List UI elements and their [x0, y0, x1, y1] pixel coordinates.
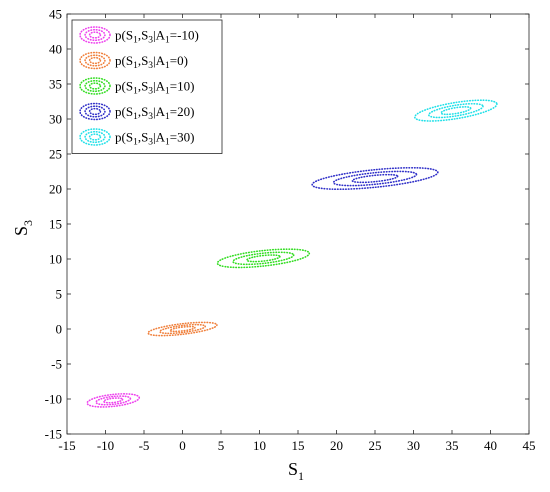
- contour-series-4: [413, 99, 498, 122]
- legend-swatch: [88, 56, 102, 65]
- legend-swatch: [84, 54, 106, 67]
- x-tick-label: 5: [218, 438, 225, 453]
- y-tick-label: -5: [51, 357, 62, 372]
- y-tick-label: 45: [49, 7, 62, 22]
- legend-swatch: [88, 82, 102, 90]
- contour-series-0: [86, 393, 141, 408]
- contour-ring: [86, 393, 141, 408]
- y-tick-label: 5: [56, 287, 63, 302]
- contour-ring: [103, 397, 124, 404]
- x-tick-label: 20: [330, 438, 343, 453]
- y-axis-ticks: -15 -10 -5 0 5 10 15 20 25 30 35 40 45: [45, 7, 529, 442]
- legend-entry: p(S1,S3|A1=30): [79, 128, 194, 148]
- contour-ring: [95, 395, 132, 406]
- legend-swatch: [79, 128, 111, 146]
- contour-ring: [246, 254, 281, 263]
- legend-swatch: [84, 130, 106, 144]
- y-tick-label: 35: [49, 77, 62, 92]
- x-tick-label: 30: [407, 438, 420, 453]
- legend-swatch: [84, 79, 106, 93]
- x-axis-label: S1: [288, 459, 304, 483]
- contour-ring: [158, 323, 207, 335]
- legend-swatch: [88, 107, 102, 116]
- y-tick-label: -10: [45, 392, 62, 407]
- contour-ring: [147, 321, 218, 337]
- legend-label: p(S1,S3|A1=-10): [115, 28, 199, 46]
- x-axis-ticks: -15 -10 -5 0 5 10 15 20 25 30 35 40 45: [58, 14, 536, 453]
- x-tick-label: -5: [139, 438, 150, 453]
- contour-ring: [232, 251, 295, 266]
- contour-series-1: [147, 321, 218, 337]
- x-tick-label: 40: [484, 438, 497, 453]
- legend-label: p(S1,S3|A1=20): [115, 104, 194, 122]
- x-tick-label: 25: [369, 438, 382, 453]
- legend-swatch: [79, 102, 111, 121]
- y-tick-label: -15: [45, 427, 62, 442]
- y-tick-label: 10: [49, 252, 62, 267]
- x-tick-label: 35: [446, 438, 459, 453]
- legend-swatch: [79, 77, 111, 95]
- contour-series-3: [311, 166, 439, 191]
- legend-swatch: [79, 51, 111, 70]
- contour-ring: [216, 248, 311, 269]
- contour-ring: [332, 170, 418, 187]
- y-tick-label: 30: [49, 112, 62, 127]
- legend-swatch: [88, 31, 102, 39]
- y-axis-label: S3: [11, 220, 35, 236]
- contour-ring: [440, 106, 472, 116]
- legend-entry: p(S1,S3|A1=10): [79, 77, 194, 97]
- contour-ring: [427, 102, 484, 119]
- contour-ring: [413, 99, 498, 122]
- y-tick-label: 15: [49, 217, 62, 232]
- contour-ring: [169, 325, 196, 333]
- x-tick-label: -10: [97, 438, 114, 453]
- x-tick-label: 0: [179, 438, 186, 453]
- x-tick-label: 15: [292, 438, 305, 453]
- x-tick-label: 10: [253, 438, 266, 453]
- contour-ring: [351, 173, 399, 184]
- contour-ring: [311, 166, 439, 191]
- legend-entry: p(S1,S3|A1=-10): [79, 26, 199, 46]
- legend: p(S1,S3|A1=-10) p(S1,S3|A1=0) p(S1,S3|A1=1…: [71, 19, 223, 154]
- y-tick-label: 0: [56, 322, 63, 337]
- contour-series-2: [216, 248, 311, 269]
- y-tick-label: 25: [49, 147, 62, 162]
- legend-swatch: [88, 133, 102, 141]
- legend-entry: p(S1,S3|A1=0): [79, 51, 188, 71]
- legend-label: p(S1,S3|A1=0): [115, 53, 188, 71]
- legend-label: p(S1,S3|A1=10): [115, 79, 194, 97]
- x-tick-label: -15: [58, 438, 75, 453]
- y-tick-label: 20: [49, 182, 62, 197]
- legend-label: p(S1,S3|A1=30): [115, 130, 194, 148]
- legend-swatch: [79, 26, 111, 44]
- legend-swatch: [84, 28, 106, 42]
- x-tick-label: 45: [523, 438, 536, 453]
- legend-entry: p(S1,S3|A1=20): [79, 102, 194, 122]
- y-tick-label: 40: [49, 42, 62, 57]
- legend-swatch: [84, 105, 106, 118]
